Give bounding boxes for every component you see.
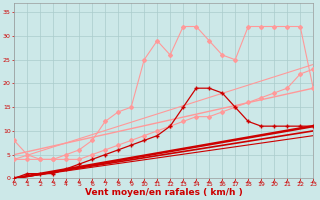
X-axis label: Vent moyen/en rafales ( km/h ): Vent moyen/en rafales ( km/h ) [85,188,243,197]
